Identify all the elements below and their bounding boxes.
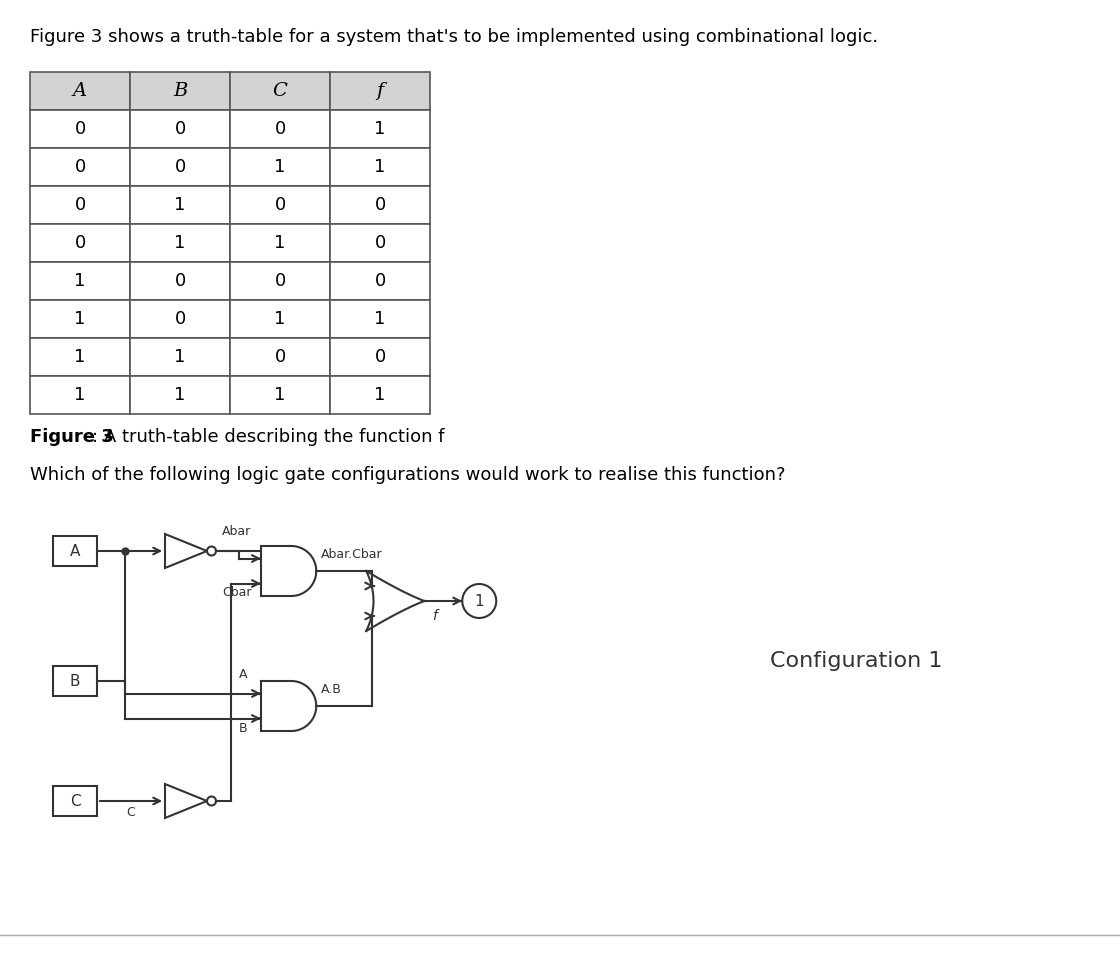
Bar [130, 110, 230, 148]
Bar [30, 376, 130, 414]
Bar [330, 72, 430, 110]
Text: B: B [239, 721, 248, 735]
Text: 1: 1 [274, 234, 286, 252]
Text: 0: 0 [274, 196, 286, 214]
Text: 1: 1 [274, 310, 286, 328]
Bar [330, 224, 430, 262]
Text: A.B: A.B [321, 683, 342, 696]
Bar [30, 262, 130, 300]
Text: 0: 0 [374, 196, 385, 214]
Text: 0: 0 [74, 196, 85, 214]
Text: Which of the following logic gate configurations would work to realise this func: Which of the following logic gate config… [30, 466, 785, 484]
Text: Abar: Abar [222, 525, 251, 538]
Text: 1: 1 [175, 196, 186, 214]
Text: 1: 1 [74, 272, 86, 290]
Text: 1: 1 [374, 310, 385, 328]
Text: 0: 0 [374, 234, 385, 252]
Text: A: A [239, 669, 248, 681]
Bar [130, 72, 230, 110]
Bar [30, 72, 130, 110]
Text: Figure 3 shows a truth-table for a system that's to be implemented using combina: Figure 3 shows a truth-table for a syste… [30, 28, 878, 46]
Bar [30, 224, 130, 262]
Text: 1: 1 [175, 348, 186, 366]
Text: 1: 1 [374, 386, 385, 404]
Text: 1: 1 [274, 158, 286, 176]
Bar [130, 376, 230, 414]
Bar [230, 376, 330, 414]
Text: 1: 1 [175, 234, 186, 252]
Text: 0: 0 [274, 272, 286, 290]
Text: B: B [69, 673, 81, 689]
Bar [30, 338, 130, 376]
Text: B: B [172, 82, 187, 100]
Bar [53, 786, 97, 816]
Text: 0: 0 [274, 120, 286, 138]
Bar [130, 148, 230, 186]
Text: Cbar: Cbar [222, 586, 252, 600]
Text: Figure 3: Figure 3 [30, 428, 114, 446]
Bar [130, 224, 230, 262]
Text: C: C [69, 793, 81, 809]
Text: 0: 0 [175, 120, 186, 138]
Bar [130, 338, 230, 376]
Text: 1: 1 [374, 158, 385, 176]
Text: f: f [432, 609, 437, 623]
Bar [230, 338, 330, 376]
Text: 1: 1 [274, 386, 286, 404]
Bar [230, 262, 330, 300]
Text: Abar.Cbar: Abar.Cbar [321, 548, 383, 561]
Text: 0: 0 [374, 348, 385, 366]
Text: : A truth-table describing the function f: : A truth-table describing the function … [92, 428, 445, 446]
Bar [130, 262, 230, 300]
Text: 1: 1 [74, 386, 86, 404]
Text: A: A [73, 82, 87, 100]
Bar [230, 186, 330, 224]
Bar [30, 186, 130, 224]
Bar [53, 536, 97, 566]
Text: 1: 1 [475, 594, 484, 608]
Bar [330, 376, 430, 414]
Text: C: C [272, 82, 288, 100]
Text: 0: 0 [74, 158, 85, 176]
Bar [230, 300, 330, 338]
Text: 1: 1 [175, 386, 186, 404]
Text: C: C [127, 806, 136, 819]
Text: Configuration 1: Configuration 1 [771, 651, 943, 671]
Bar [30, 300, 130, 338]
Text: 1: 1 [374, 120, 385, 138]
Bar [330, 148, 430, 186]
Bar [230, 110, 330, 148]
Bar [230, 72, 330, 110]
Bar [330, 186, 430, 224]
Text: A: A [69, 543, 81, 559]
Text: 1: 1 [74, 310, 86, 328]
Bar [330, 262, 430, 300]
Text: 0: 0 [74, 120, 85, 138]
Text: 0: 0 [175, 158, 186, 176]
Bar [30, 110, 130, 148]
Text: 1: 1 [74, 348, 86, 366]
Bar [330, 110, 430, 148]
Bar [130, 300, 230, 338]
Text: 0: 0 [175, 310, 186, 328]
Text: 0: 0 [274, 348, 286, 366]
Bar [330, 300, 430, 338]
Bar [53, 666, 97, 696]
Text: 0: 0 [374, 272, 385, 290]
Text: 0: 0 [175, 272, 186, 290]
Bar [130, 186, 230, 224]
Bar [230, 224, 330, 262]
Bar [230, 148, 330, 186]
Text: f: f [376, 82, 384, 100]
Text: 0: 0 [74, 234, 85, 252]
Bar [330, 338, 430, 376]
Bar [30, 148, 130, 186]
